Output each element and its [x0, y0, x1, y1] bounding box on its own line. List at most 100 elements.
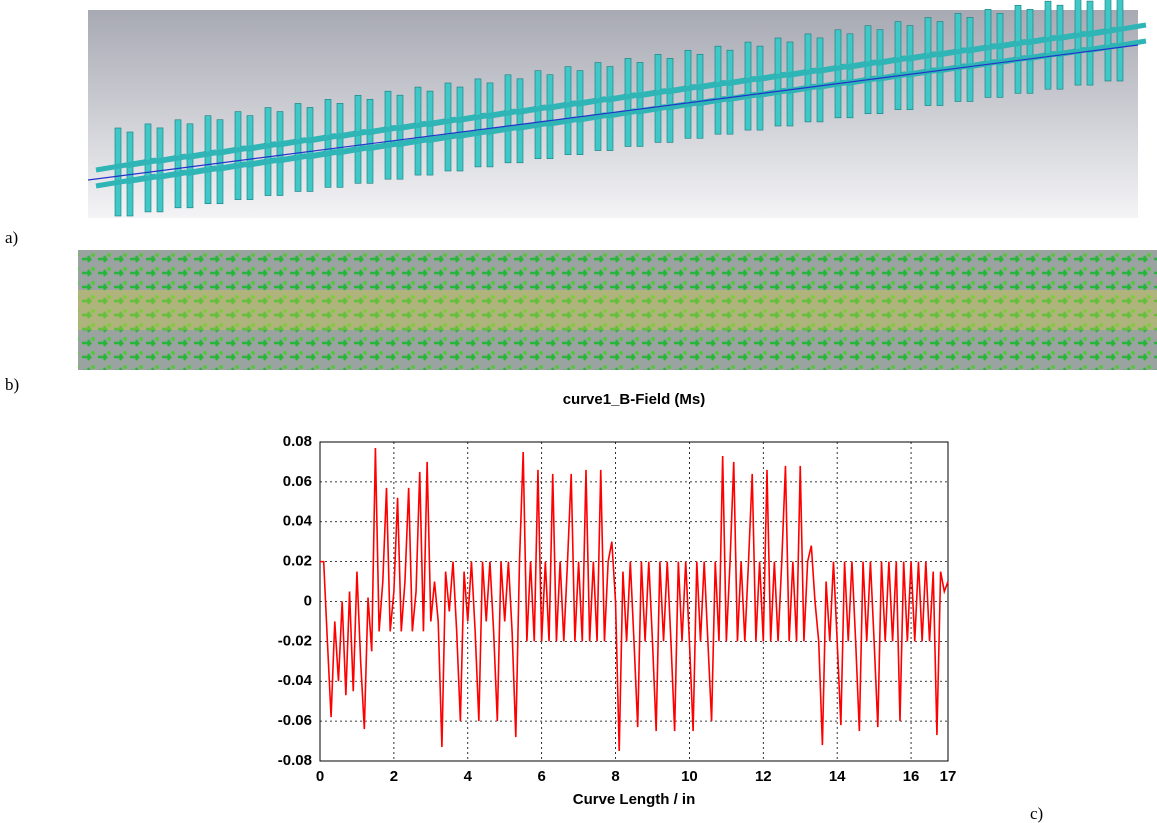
post	[1044, 0, 1052, 90]
x-tick-label: 10	[681, 768, 698, 785]
post	[654, 54, 662, 143]
post	[546, 74, 554, 160]
post	[864, 25, 872, 115]
post	[294, 103, 302, 192]
post	[534, 70, 542, 160]
data-line	[320, 447, 949, 752]
post	[726, 49, 734, 135]
post	[1104, 0, 1112, 82]
x-tick-label: 6	[537, 768, 545, 785]
post	[636, 62, 644, 147]
antenna-structure	[95, 0, 1147, 217]
post	[504, 74, 512, 164]
panel-label: c)	[1030, 804, 1043, 823]
post	[804, 33, 812, 123]
post	[444, 82, 452, 172]
post	[684, 49, 692, 139]
bar-arm	[1085, 22, 1147, 38]
plot: -0.08 -0.06 -0.04 -0.02 0 0.02 0.04 0.06 0.08 0 2 4…	[278, 433, 957, 785]
post	[414, 86, 422, 176]
y-tick-label: 0.08	[283, 433, 312, 450]
y-tick-label: -0.06	[278, 712, 312, 729]
post	[474, 78, 482, 168]
x-axis-label: Curve Length / in	[573, 791, 696, 808]
post	[1056, 4, 1064, 90]
post	[354, 94, 362, 184]
x-tick-label: 16	[903, 768, 920, 785]
axis-line	[87, 44, 1139, 181]
x-tick-label: 0	[316, 768, 324, 785]
post	[204, 115, 212, 205]
post	[894, 21, 902, 110]
y-tick-label: 0.04	[283, 513, 313, 530]
post	[306, 107, 314, 192]
post	[564, 66, 572, 155]
post	[186, 123, 194, 209]
post	[906, 25, 914, 110]
post	[624, 58, 632, 147]
post	[666, 58, 674, 143]
y-tick-label: -0.02	[278, 632, 312, 649]
x-tick-label: 8	[611, 768, 619, 785]
post	[1026, 8, 1034, 94]
post	[114, 127, 122, 217]
y-tick-label: -0.04	[278, 672, 313, 689]
post	[516, 78, 524, 164]
post	[234, 111, 242, 200]
x-tick-label: 12	[755, 768, 772, 785]
x-tick-label: 4	[464, 768, 473, 785]
y-tick-label: 0	[304, 592, 312, 609]
post	[1014, 4, 1022, 94]
post	[486, 82, 494, 168]
post	[744, 41, 752, 131]
field-band	[78, 290, 1157, 330]
post	[936, 21, 944, 106]
post	[924, 17, 932, 106]
post	[846, 33, 854, 119]
post	[696, 53, 704, 139]
post	[594, 62, 602, 151]
x-tick-label: 2	[390, 768, 398, 785]
post	[714, 45, 722, 135]
post	[954, 13, 962, 102]
x-tick-label: 17	[940, 768, 957, 785]
x-tick-label: 14	[829, 768, 846, 785]
post	[144, 123, 152, 213]
post	[834, 29, 842, 119]
post	[876, 29, 884, 115]
post	[426, 90, 434, 176]
post	[396, 94, 404, 180]
post	[246, 115, 254, 200]
plot-frame	[319, 441, 949, 762]
post	[756, 45, 764, 131]
post	[984, 9, 992, 98]
post	[606, 66, 614, 151]
field-plot	[78, 250, 1157, 370]
post	[276, 111, 284, 196]
bar-arm	[1085, 38, 1147, 54]
post	[174, 119, 182, 209]
post	[1116, 0, 1124, 82]
post	[264, 107, 272, 196]
chart-title: curve1_B-Field (Ms)	[563, 391, 706, 408]
panel-label: a)	[5, 228, 18, 247]
post	[456, 86, 464, 172]
post	[1086, 0, 1094, 86]
post	[774, 37, 782, 127]
y-tick-label: 0.02	[283, 553, 312, 570]
post	[1074, 0, 1082, 86]
post	[816, 37, 824, 123]
post	[786, 41, 794, 127]
post	[216, 119, 224, 205]
post	[966, 17, 974, 102]
post	[324, 99, 332, 188]
y-tick-label: 0.06	[283, 473, 312, 490]
post	[384, 90, 392, 180]
post	[996, 13, 1004, 98]
post	[576, 70, 584, 155]
y-tick-label: -0.08	[278, 752, 312, 769]
post	[336, 103, 344, 188]
post	[366, 98, 374, 184]
panel-label: b)	[5, 375, 19, 394]
